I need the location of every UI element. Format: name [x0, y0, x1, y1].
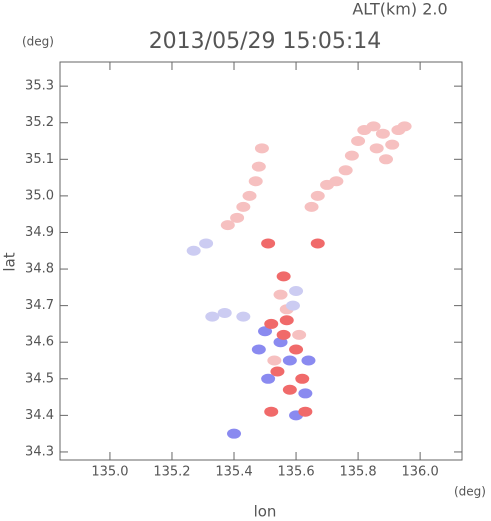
echo-patch: [379, 154, 394, 165]
echo-patch: [186, 245, 201, 256]
x-axis-label: lon: [254, 503, 277, 521]
echo-patch: [258, 326, 273, 337]
echo-patch: [205, 311, 220, 322]
echo-patch: [329, 176, 344, 187]
y-tick-label: 34.4: [25, 408, 54, 423]
echo-patch: [217, 307, 232, 318]
echo-patch: [295, 373, 310, 384]
echo-patch: [282, 355, 297, 366]
x-tick-label: 135.2: [153, 465, 190, 480]
echo-patch: [351, 136, 366, 147]
echo-patch: [264, 318, 279, 329]
echo-patch: [304, 201, 319, 212]
x-unit: (deg): [454, 485, 486, 499]
x-tick-label: 135.6: [277, 465, 314, 480]
echo-patch: [254, 143, 269, 154]
chart-title: 2013/05/29 15:05:14: [149, 29, 382, 54]
echo-patch: [251, 344, 266, 355]
x-tick-label: 135.8: [339, 465, 376, 480]
echo-patch: [273, 289, 288, 300]
y-tick-label: 34.8: [25, 262, 54, 277]
echo-patch: [242, 190, 257, 201]
echo-patch: [310, 190, 325, 201]
echo-patch: [236, 311, 251, 322]
x-tick-label: 136.0: [402, 465, 439, 480]
echo-patch: [276, 329, 291, 340]
echo-patch: [220, 220, 235, 231]
x-tick-label: 135.0: [91, 465, 128, 480]
echo-patch: [289, 285, 304, 296]
y-tick-label: 35.2: [25, 115, 54, 130]
echo-patch: [261, 238, 276, 249]
y-tick-label: 34.3: [25, 444, 54, 459]
y-tick-label: 34.6: [25, 335, 54, 350]
echo-patch: [276, 271, 291, 282]
echo-patch: [285, 300, 300, 311]
echo-patch: [310, 238, 325, 249]
echo-patch: [369, 143, 384, 154]
echo-patch: [227, 428, 242, 439]
echo-patch: [289, 344, 304, 355]
echo-patch: [397, 121, 412, 132]
y-tick-label: 35.3: [25, 79, 54, 94]
echo-patch: [279, 315, 294, 326]
echo-patch: [251, 161, 266, 172]
x-tick-label: 135.4: [215, 465, 252, 480]
echo-patch: [282, 384, 297, 395]
plot-frame: [59, 61, 463, 461]
echo-patch: [301, 355, 316, 366]
echo-patch: [270, 366, 285, 377]
echo-patch: [248, 176, 263, 187]
y-unit: (deg): [22, 35, 54, 49]
y-tick-label: 34.5: [25, 371, 54, 386]
echo-patch: [267, 355, 282, 366]
echo-patch: [261, 373, 276, 384]
y-tick-label: 34.9: [25, 225, 54, 240]
echo-patch: [230, 212, 245, 223]
echo-patch: [236, 201, 251, 212]
y-tick-label: 34.7: [25, 298, 54, 313]
echo-patch: [385, 139, 400, 150]
echo-patch: [298, 388, 313, 399]
echo-patch: [366, 121, 381, 132]
echo-patch: [292, 329, 307, 340]
y-tick-label: 35.1: [25, 152, 54, 167]
echo-patch: [264, 406, 279, 417]
subtitle: ALT(km) 2.0: [352, 0, 447, 19]
echo-patch: [199, 238, 214, 249]
echo-patch: [375, 128, 390, 139]
y-tick-label: 35.0: [25, 188, 54, 203]
echo-patch: [344, 150, 359, 161]
echo-patch: [338, 165, 353, 176]
y-axis-label: lat: [1, 252, 19, 271]
echo-patch: [298, 406, 313, 417]
